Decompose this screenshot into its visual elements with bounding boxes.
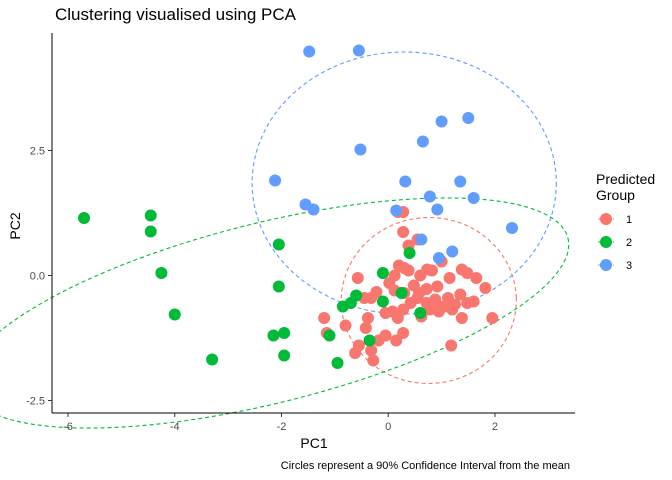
- point-group-3: [416, 135, 429, 148]
- point-group-3: [307, 203, 320, 216]
- point-group-1: [339, 319, 352, 332]
- point-group-1: [367, 354, 380, 367]
- chart-title: Clustering visualised using PCA: [55, 5, 297, 24]
- point-group-2: [414, 307, 427, 319]
- point-group-1: [486, 312, 499, 324]
- x-axis-ticks: -6 -4 -2 0 2: [63, 413, 498, 433]
- point-group-3: [432, 252, 445, 264]
- legend-title-line-1: Predicted: [596, 171, 655, 187]
- point-group-2: [272, 238, 285, 251]
- y-tick-label: 0.0: [30, 271, 45, 283]
- point-group-1: [470, 272, 483, 284]
- point-group-1: [443, 272, 456, 284]
- point-group-3: [462, 112, 475, 124]
- point-group-1: [445, 339, 458, 352]
- confidence-ellipses: [0, 51, 570, 429]
- x-tick-label: 0: [385, 421, 391, 433]
- point-group-1: [397, 327, 410, 339]
- legend-label: 2: [626, 237, 632, 249]
- plot-area: [0, 44, 570, 429]
- data-points: [78, 44, 519, 369]
- point-group-2: [363, 334, 376, 347]
- point-group-1: [454, 288, 467, 301]
- point-group-1: [397, 226, 410, 238]
- point-group-3: [506, 222, 519, 234]
- point-group-1: [361, 312, 374, 324]
- point-group-1: [479, 282, 492, 294]
- point-group-1: [467, 295, 480, 308]
- legend-label: 3: [626, 260, 632, 272]
- legend-key-dot: [600, 213, 612, 225]
- point-group-3: [467, 192, 480, 204]
- point-group-2: [376, 267, 389, 279]
- point-group-2: [155, 267, 168, 279]
- point-group-1: [351, 272, 364, 284]
- point-group-1: [455, 312, 468, 324]
- point-group-2: [206, 353, 219, 366]
- point-group-2: [323, 329, 336, 342]
- point-group-2: [272, 280, 285, 293]
- point-group-2: [144, 225, 157, 238]
- confidence-ellipse-group-3: [251, 51, 557, 315]
- chart-caption: Circles represent a 90% Confidence Inter…: [281, 460, 570, 472]
- point-group-3: [354, 143, 367, 156]
- point-group-3: [352, 44, 365, 57]
- point-group-2: [144, 209, 157, 222]
- legend-title-line-2: Group: [596, 187, 635, 203]
- point-group-3: [399, 175, 412, 188]
- x-tick-label: 2: [492, 421, 498, 433]
- y-axis-ticks: -2.5 0.0 2.5: [26, 146, 52, 408]
- x-tick-label: -2: [277, 421, 287, 433]
- point-group-2: [403, 247, 416, 259]
- point-group-1: [434, 300, 447, 313]
- point-group-1: [423, 303, 436, 316]
- point-group-2: [278, 327, 291, 339]
- point-group-1: [383, 277, 396, 289]
- point-group-1: [421, 263, 434, 276]
- confidence-ellipse-group-2: [0, 197, 570, 429]
- point-group-1: [349, 347, 362, 359]
- point-group-2: [395, 287, 408, 299]
- point-group-2: [267, 329, 280, 342]
- point-group-1: [431, 280, 444, 293]
- point-group-3: [423, 190, 436, 203]
- point-group-3: [390, 204, 403, 217]
- point-group-1: [365, 292, 378, 304]
- point-group-1: [318, 312, 331, 324]
- point-group-2: [168, 308, 181, 321]
- point-group-2: [350, 289, 363, 302]
- legend: Predicted Group 1 2 3: [596, 171, 655, 272]
- x-axis-title: PC1: [300, 435, 327, 451]
- point-group-3: [303, 45, 316, 58]
- x-tick-label: -6: [63, 421, 73, 433]
- legend-key-dot: [600, 259, 612, 271]
- x-tick-label: -4: [170, 421, 180, 433]
- y-tick-label: 2.5: [30, 146, 45, 158]
- point-group-2: [278, 349, 291, 362]
- point-group-1: [398, 262, 411, 274]
- y-tick-label: -2.5: [26, 396, 45, 408]
- point-group-1: [359, 322, 372, 334]
- point-group-1: [379, 329, 392, 342]
- point-group-3: [431, 203, 444, 216]
- y-axis-title: PC2: [7, 212, 23, 239]
- point-group-3: [454, 175, 467, 188]
- point-group-1: [413, 287, 426, 299]
- point-group-2: [376, 295, 389, 308]
- point-group-3: [269, 174, 282, 187]
- point-group-2: [78, 212, 91, 224]
- point-group-3: [435, 115, 448, 128]
- legend-label: 1: [626, 214, 632, 226]
- point-group-1: [446, 303, 459, 316]
- legend-keys: 1 2 3: [598, 213, 632, 272]
- legend-key-dot: [600, 236, 612, 248]
- point-group-3: [446, 245, 459, 258]
- point-group-1: [441, 292, 454, 304]
- point-group-2: [331, 357, 344, 369]
- point-group-1: [365, 344, 378, 357]
- point-group-1: [461, 267, 474, 279]
- point-group-3: [415, 233, 428, 246]
